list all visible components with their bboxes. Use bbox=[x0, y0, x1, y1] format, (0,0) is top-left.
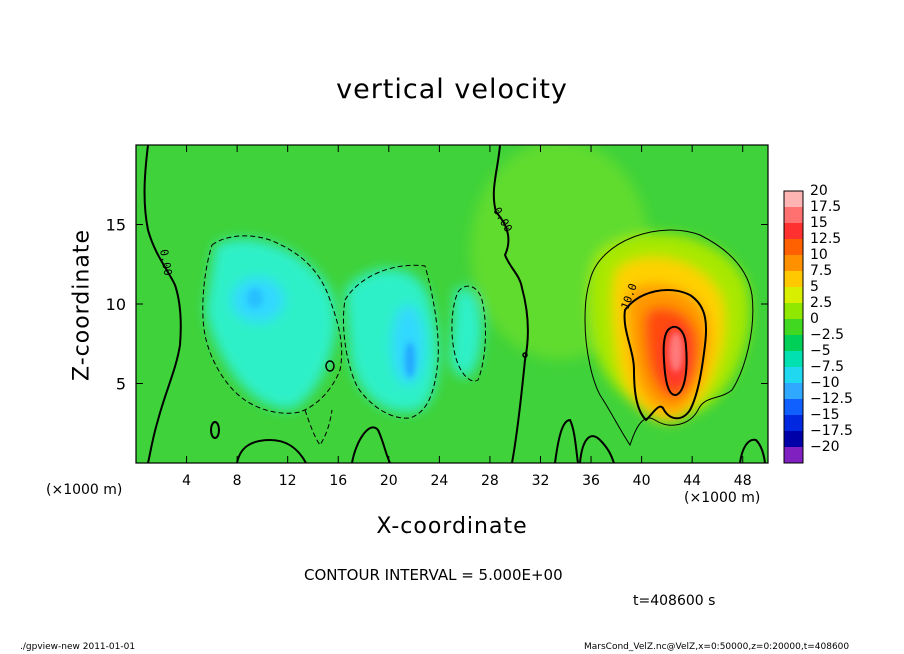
colorbar-label-3: 12.5 bbox=[810, 231, 841, 247]
contour-zero-middle bbox=[492, 145, 529, 463]
colorbar-label-4: 10 bbox=[810, 247, 828, 263]
colorbar-swatch-2 bbox=[784, 223, 803, 240]
contour-positive-10 bbox=[623, 289, 708, 422]
x-tick-label-9: 40 bbox=[633, 473, 651, 489]
colorbar-swatch-6 bbox=[784, 287, 803, 304]
colorbar-swatch-9 bbox=[784, 335, 803, 352]
x-tick-label-10: 44 bbox=[683, 473, 701, 489]
footer-left: ./gpview-new 2011-01-01 bbox=[20, 642, 136, 652]
colorbar-label-10: −5 bbox=[810, 343, 831, 359]
y-axis-title: Z-coordinate bbox=[69, 229, 95, 381]
x-tick-label-6: 28 bbox=[481, 473, 499, 489]
x-tick-label-5: 24 bbox=[430, 473, 448, 489]
colorbar-swatch-0 bbox=[784, 191, 803, 208]
contour-small-island-2 bbox=[522, 352, 528, 358]
colorbar-swatch-4 bbox=[784, 255, 803, 272]
colorbar: 2017.51512.5107.552.50−2.5−5−7.5−10−12.5… bbox=[783, 183, 853, 464]
contour-label-left: 0.00 bbox=[157, 248, 174, 276]
x-tick-label-11: 48 bbox=[734, 473, 752, 489]
colorbar-swatch-11 bbox=[784, 367, 803, 384]
colorbar-label-2: 15 bbox=[810, 215, 828, 231]
colorbar-label-9: −2.5 bbox=[810, 327, 844, 343]
x-tick-label-8: 36 bbox=[582, 473, 600, 489]
contour-small-island bbox=[325, 360, 335, 372]
contour-inner-peak bbox=[662, 325, 688, 396]
colorbar-label-5: 7.5 bbox=[810, 263, 832, 279]
colorbar-swatch-10 bbox=[784, 351, 803, 368]
colorbar-swatch-13 bbox=[784, 399, 803, 416]
colorbar-swatch-5 bbox=[784, 271, 803, 288]
colorbar-label-7: 2.5 bbox=[810, 295, 832, 311]
x-tick-label-7: 32 bbox=[532, 473, 550, 489]
colorbar-label-12: −10 bbox=[810, 375, 840, 391]
colorbar-frame bbox=[783, 190, 804, 464]
plot-area: 0.00 0.00 10.0 bbox=[136, 145, 768, 463]
x-unit-label-left: (×1000 m) bbox=[46, 482, 123, 498]
contour-zero-island bbox=[210, 421, 220, 439]
y-axis: 5 10 15 bbox=[106, 216, 768, 394]
x-unit-label-right: (×1000 m) bbox=[684, 490, 761, 506]
colorbar-label-16: −20 bbox=[810, 439, 840, 455]
colorbar-label-6: 5 bbox=[810, 279, 819, 295]
colorbar-swatch-8 bbox=[784, 319, 803, 336]
contour-interval-text: CONTOUR INTERVAL = 5.000E+00 bbox=[304, 566, 563, 584]
contour-positive-5 bbox=[584, 229, 754, 447]
x-axis-title: X-coordinate bbox=[376, 514, 528, 539]
y-tick-label-1: 10 bbox=[106, 295, 126, 314]
colorbar-swatch-16 bbox=[784, 447, 803, 464]
contour-negative-left bbox=[202, 235, 343, 414]
x-axis: 4 8 12 16 20 24 28 32 36 40 44 48 bbox=[182, 145, 752, 489]
contour-zero-left bbox=[143, 145, 182, 463]
time-label: t=408600 s bbox=[633, 593, 716, 609]
field-hotspots bbox=[247, 288, 683, 378]
x-tick-label-2: 12 bbox=[279, 473, 297, 489]
colorbar-swatch-3 bbox=[784, 239, 803, 256]
colorbar-label-0: 20 bbox=[810, 183, 828, 199]
colorbar-swatch-14 bbox=[784, 415, 803, 432]
contour-negative-right bbox=[451, 285, 486, 382]
contour-zero-bottom bbox=[236, 418, 766, 463]
y-tick-label-2: 15 bbox=[106, 216, 126, 235]
x-tick-label-4: 20 bbox=[380, 473, 398, 489]
colorbar-swatch-1 bbox=[784, 207, 803, 224]
x-tick-label-3: 16 bbox=[329, 473, 347, 489]
colorbar-swatch-12 bbox=[784, 383, 803, 400]
colorbar-label-14: −15 bbox=[810, 407, 840, 423]
y-tick-label-0: 5 bbox=[116, 375, 126, 394]
colorbar-label-15: −17.5 bbox=[810, 423, 853, 439]
x-tick-label-0: 4 bbox=[182, 473, 191, 489]
chart-title: vertical velocity bbox=[336, 74, 568, 105]
colorbar-label-1: 17.5 bbox=[810, 199, 841, 215]
field-shading bbox=[205, 145, 750, 422]
colorbar-swatch-7 bbox=[784, 303, 803, 320]
colorbar-label-8: 0 bbox=[810, 311, 819, 327]
footer-right: MarsCond_VelZ.nc@VelZ,x=0:50000,z=0:2000… bbox=[584, 642, 850, 652]
colorbar-label-11: −7.5 bbox=[810, 359, 844, 375]
colorbar-swatch-15 bbox=[784, 431, 803, 448]
colorbar-label-13: −12.5 bbox=[810, 391, 853, 407]
contour-lines bbox=[143, 145, 766, 463]
x-tick-label-1: 8 bbox=[233, 473, 242, 489]
